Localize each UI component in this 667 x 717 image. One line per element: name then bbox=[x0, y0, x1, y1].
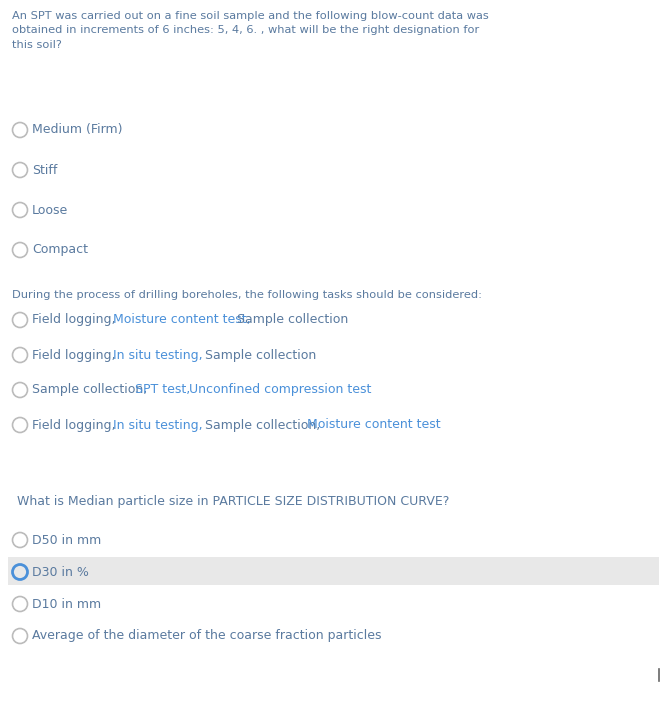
Text: SPT test,: SPT test, bbox=[135, 384, 194, 397]
Text: Field logging,: Field logging, bbox=[32, 419, 119, 432]
Text: Stiff: Stiff bbox=[32, 163, 57, 176]
Text: Compact: Compact bbox=[32, 244, 88, 257]
Text: An SPT was carried out on a fine soil sample and the following blow-count data w: An SPT was carried out on a fine soil sa… bbox=[12, 11, 489, 49]
Text: D10 in mm: D10 in mm bbox=[32, 597, 101, 610]
Text: What is Median particle size in PARTICLE SIZE DISTRIBUTION CURVE?: What is Median particle size in PARTICLE… bbox=[17, 495, 450, 508]
FancyBboxPatch shape bbox=[8, 557, 659, 585]
Text: Field logging,: Field logging, bbox=[32, 348, 119, 361]
Text: Sample collection: Sample collection bbox=[237, 313, 348, 326]
Text: In situ testing,: In situ testing, bbox=[113, 348, 207, 361]
Text: Medium (Firm): Medium (Firm) bbox=[32, 123, 123, 136]
Text: Moisture content test: Moisture content test bbox=[307, 419, 441, 432]
Text: Sample collection,: Sample collection, bbox=[32, 384, 151, 397]
Text: Sample collection: Sample collection bbox=[205, 348, 316, 361]
Text: In situ testing,: In situ testing, bbox=[113, 419, 207, 432]
Text: Unconfined compression test: Unconfined compression test bbox=[189, 384, 371, 397]
Text: D50 in mm: D50 in mm bbox=[32, 533, 101, 546]
Text: During the process of drilling boreholes, the following tasks should be consider: During the process of drilling boreholes… bbox=[12, 290, 482, 300]
Text: Sample collection,: Sample collection, bbox=[205, 419, 324, 432]
Text: Average of the diameter of the coarse fraction particles: Average of the diameter of the coarse fr… bbox=[32, 630, 382, 642]
Text: Moisture content test,: Moisture content test, bbox=[113, 313, 255, 326]
Text: Field logging,: Field logging, bbox=[32, 313, 119, 326]
Text: Loose: Loose bbox=[32, 204, 68, 217]
Text: D30 in %: D30 in % bbox=[32, 566, 89, 579]
